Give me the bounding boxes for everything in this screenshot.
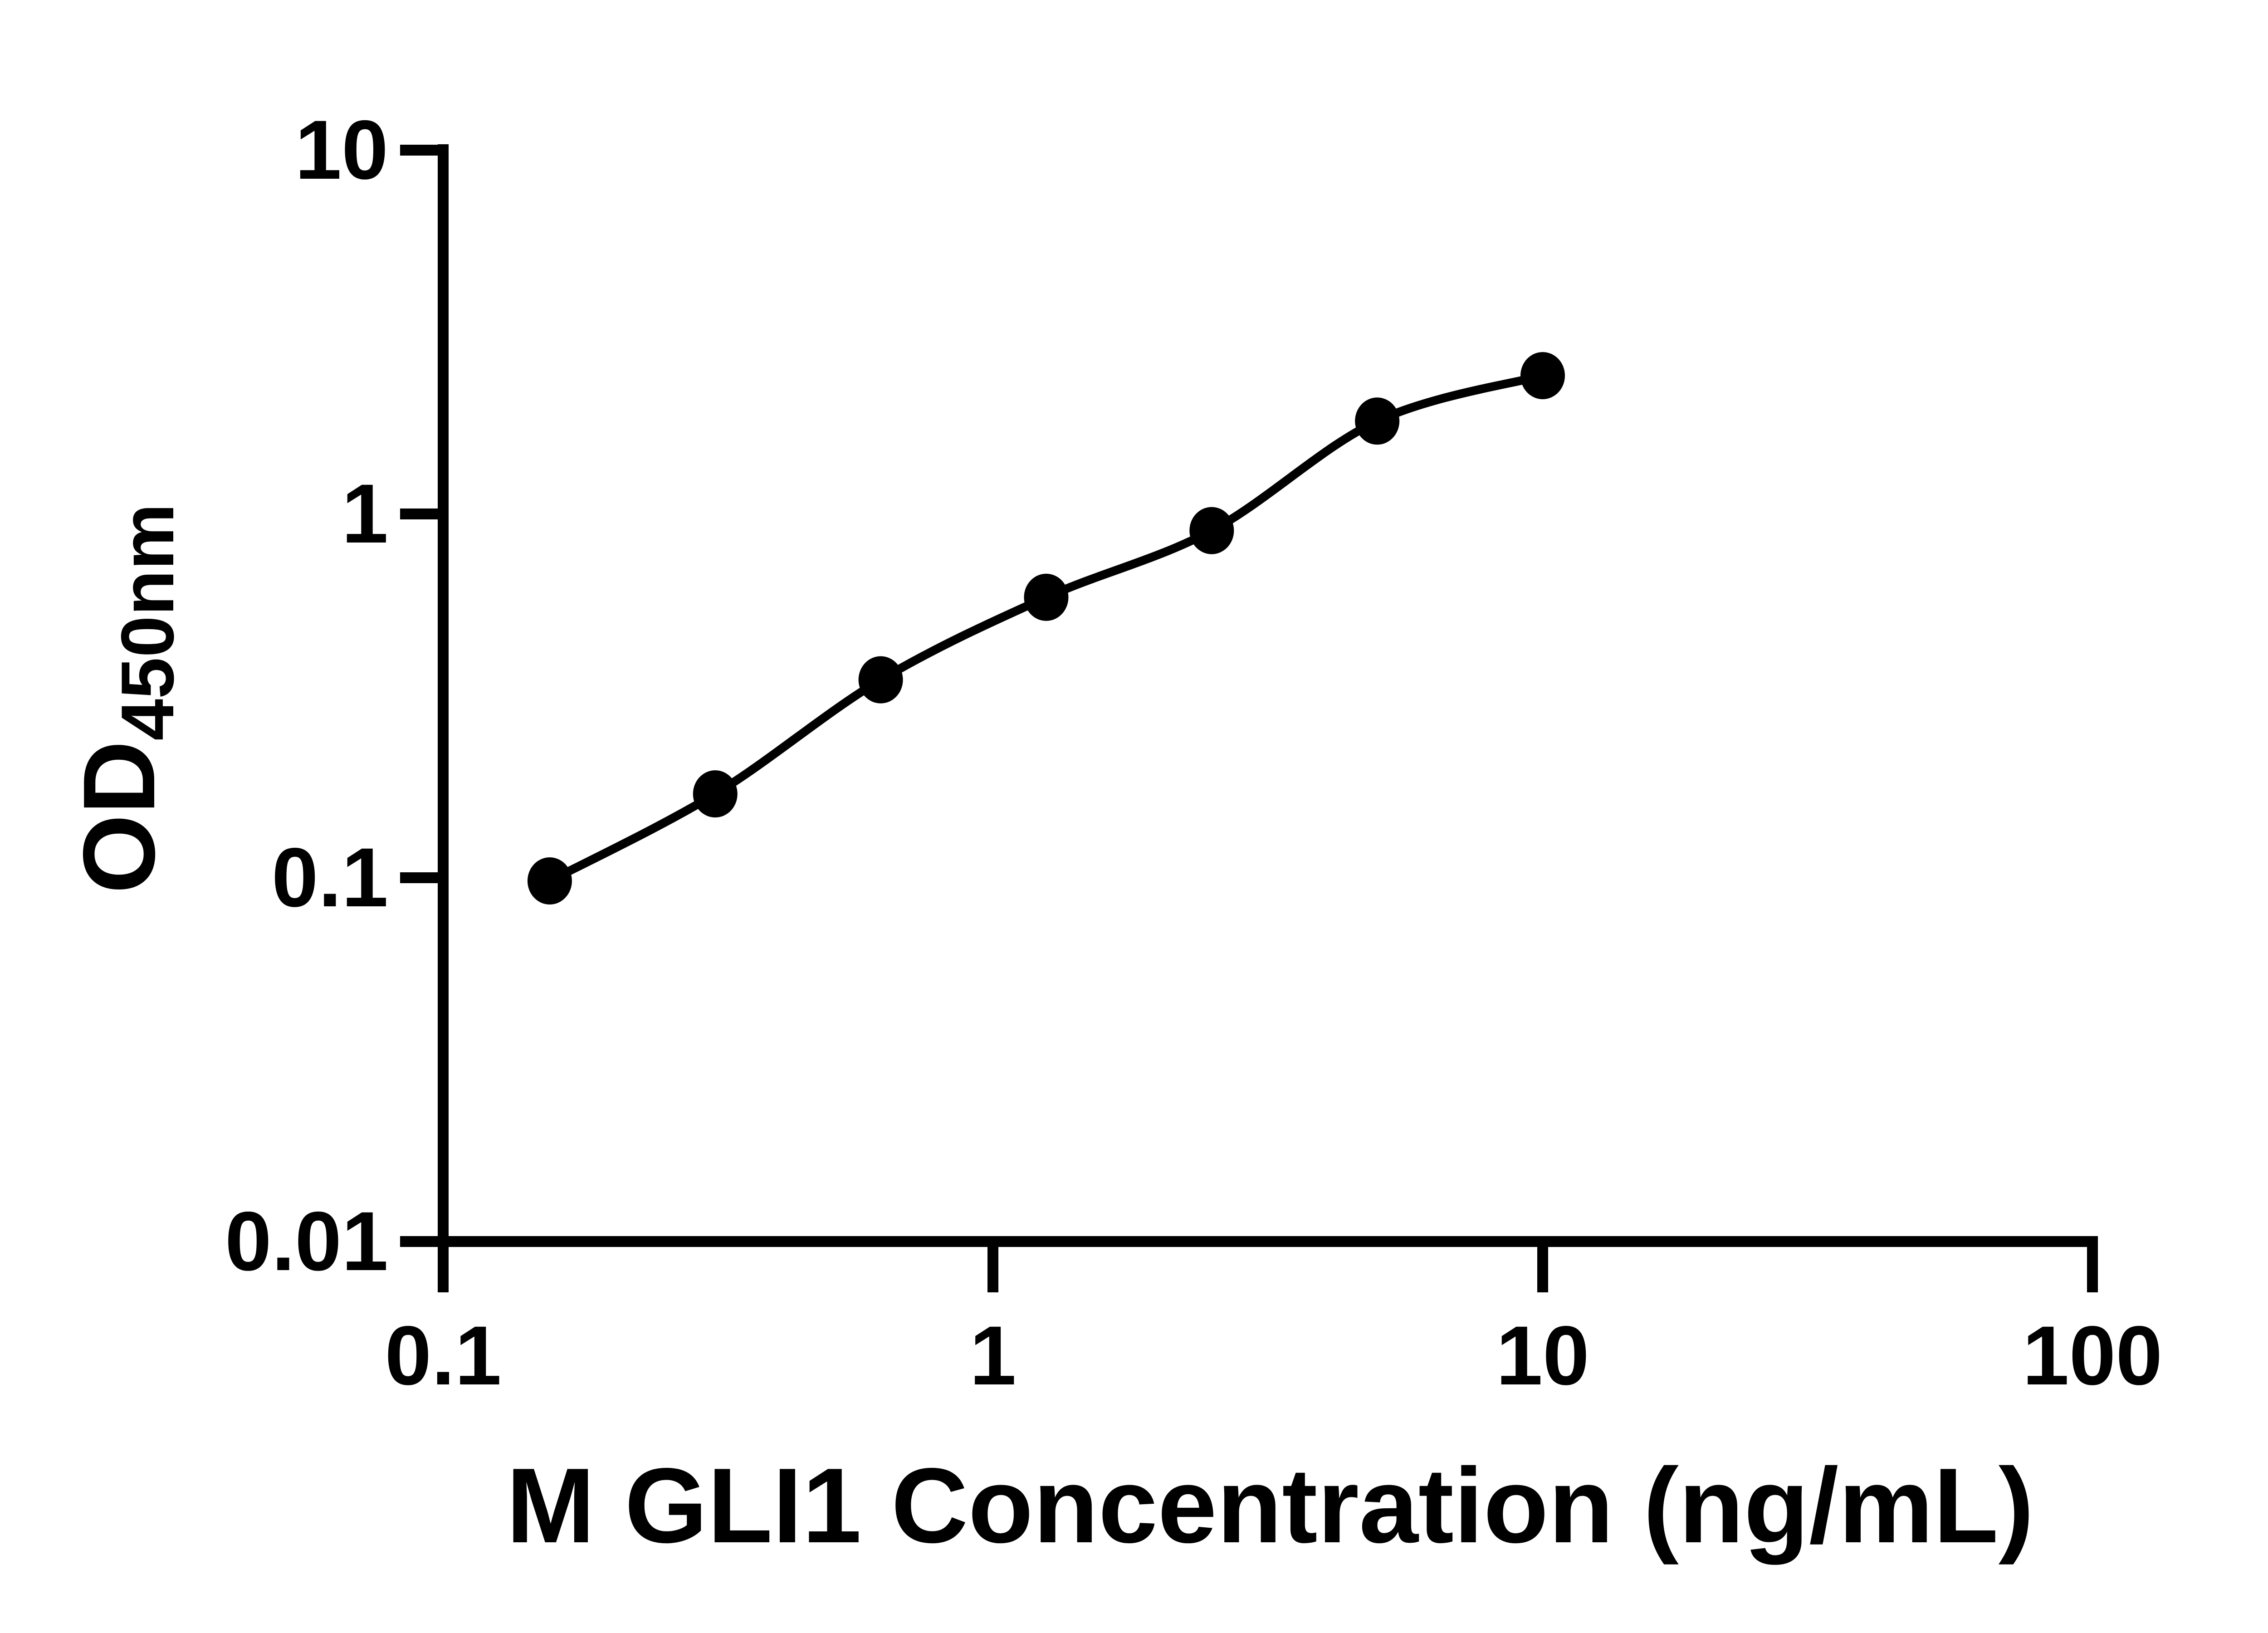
data-point: [527, 857, 572, 905]
y-tick-label: 1: [342, 467, 388, 561]
tick-labels: 10 1 0.1 0.01 0.1 1 10 100: [225, 103, 2162, 1403]
x-tick-label: 100: [2023, 1309, 2163, 1403]
y-axis-title-subscript: 450nm: [106, 504, 189, 741]
y-tick-label: 0.01: [225, 1195, 388, 1288]
x-tick-label: 1: [970, 1309, 1017, 1403]
data-point: [1189, 507, 1234, 554]
x-tick-label: 0.1: [385, 1309, 501, 1403]
data-point: [1024, 573, 1069, 621]
data-point: [858, 656, 903, 704]
x-tick-label: 10: [1496, 1309, 1589, 1403]
axes: [438, 144, 2098, 1292]
data-points: [527, 352, 1565, 905]
y-axis-title: OD450nm: [62, 504, 189, 894]
y-tick-label: 10: [295, 103, 388, 197]
data-point: [1520, 352, 1565, 400]
tick-marks: [400, 145, 2098, 1292]
data-point: [1355, 397, 1400, 445]
data-point: [693, 770, 738, 818]
x-axis-title: M GLI1 Concentration (ng/mL): [506, 1446, 2034, 1565]
y-tick-label: 0.1: [272, 831, 388, 924]
y-axis-title-main: OD: [62, 741, 176, 894]
